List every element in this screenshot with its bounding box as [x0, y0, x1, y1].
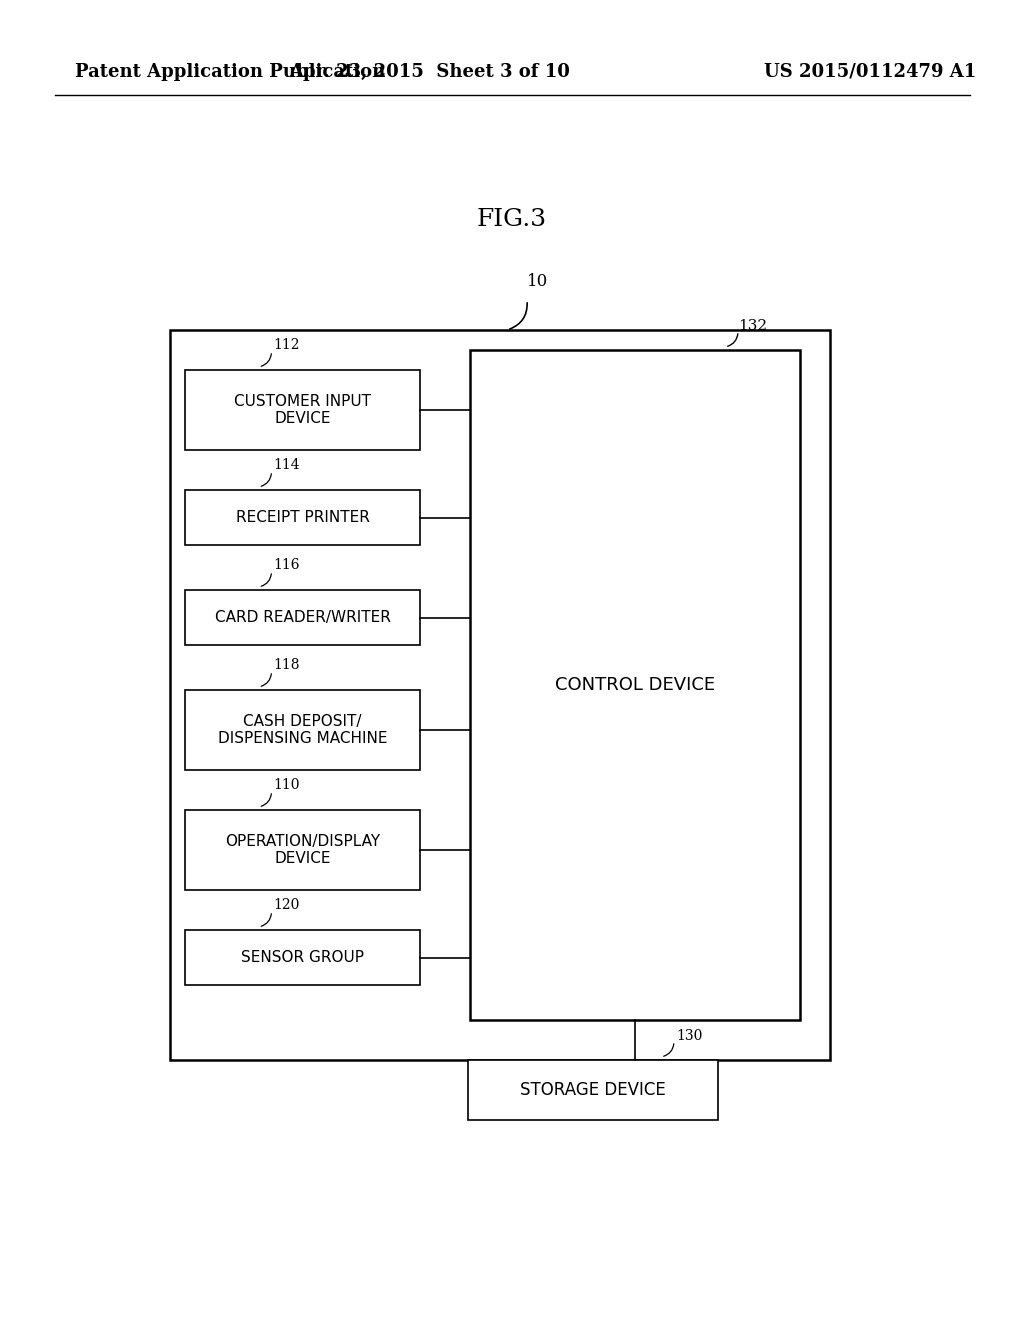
Text: CARD READER/WRITER: CARD READER/WRITER	[215, 610, 390, 624]
Bar	[185, 590, 420, 645]
Text: CUSTOMER INPUT
DEVICE: CUSTOMER INPUT DEVICE	[234, 393, 371, 426]
Bar	[185, 810, 420, 890]
Bar	[185, 931, 420, 985]
Text: STORAGE DEVICE: STORAGE DEVICE	[520, 1081, 666, 1100]
Text: 120: 120	[273, 898, 300, 912]
Text: 116: 116	[273, 558, 300, 572]
Bar	[470, 350, 800, 1020]
Bar	[185, 690, 420, 770]
Text: Apr. 23, 2015  Sheet 3 of 10: Apr. 23, 2015 Sheet 3 of 10	[290, 63, 570, 81]
Text: 130: 130	[676, 1030, 702, 1043]
Text: SENSOR GROUP: SENSOR GROUP	[241, 950, 364, 965]
Text: 112: 112	[273, 338, 300, 352]
Text: 114: 114	[273, 458, 300, 473]
Text: RECEIPT PRINTER: RECEIPT PRINTER	[236, 510, 370, 525]
Text: Patent Application Publication: Patent Application Publication	[75, 63, 385, 81]
Text: FIG.3: FIG.3	[477, 209, 547, 231]
Text: 10: 10	[527, 273, 548, 290]
Bar	[468, 1060, 718, 1119]
Text: 118: 118	[273, 657, 300, 672]
Text: OPERATION/DISPLAY
DEVICE: OPERATION/DISPLAY DEVICE	[225, 834, 380, 866]
Text: CASH DEPOSIT/
DISPENSING MACHINE: CASH DEPOSIT/ DISPENSING MACHINE	[218, 714, 387, 746]
Bar	[185, 490, 420, 545]
Text: CONTROL DEVICE: CONTROL DEVICE	[555, 676, 715, 694]
Text: 132: 132	[738, 319, 767, 333]
Bar	[185, 370, 420, 450]
Text: US 2015/0112479 A1: US 2015/0112479 A1	[764, 63, 976, 81]
Text: 110: 110	[273, 777, 300, 792]
Bar	[170, 330, 830, 1060]
